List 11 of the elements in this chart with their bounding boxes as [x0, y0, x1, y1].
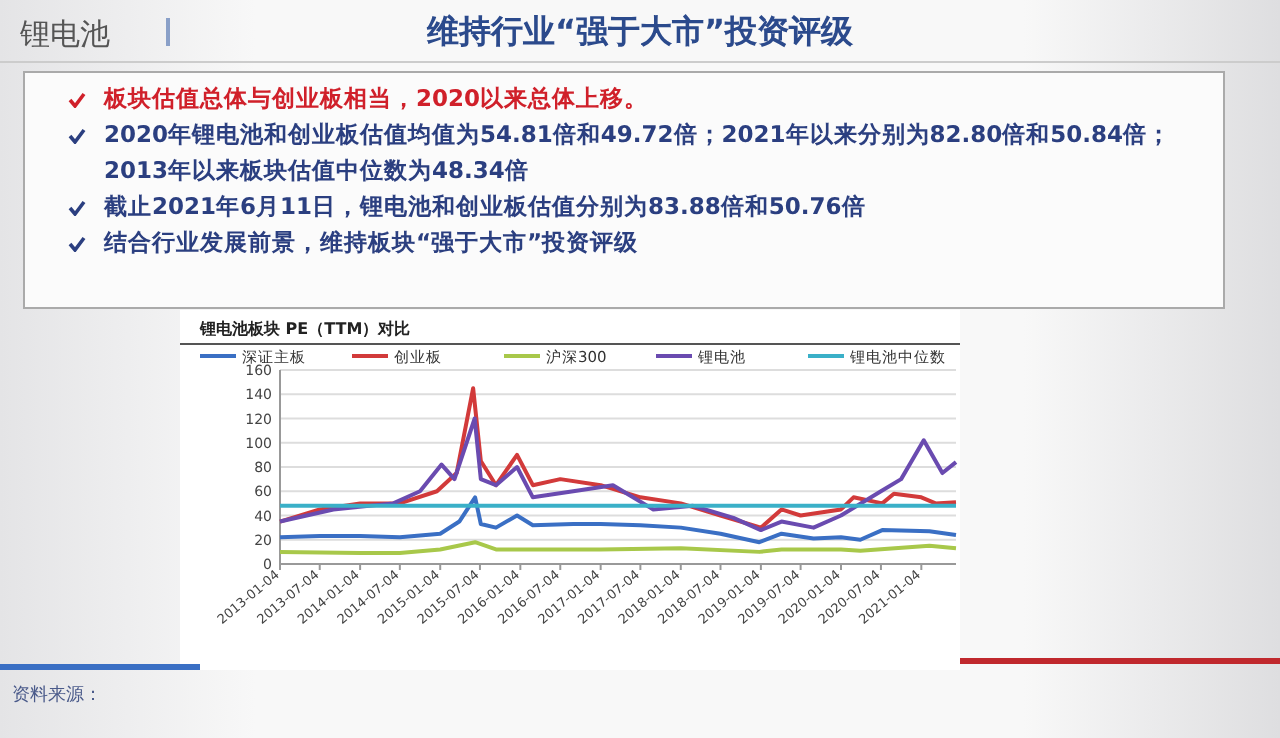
line-series	[278, 495, 958, 545]
text: 板块估值总体与创业板相当，2020以来总体上移。	[104, 84, 649, 112]
text: 截止2021年6月11日，锂电池和创业板估值分别为83.88倍和50.76倍	[104, 192, 866, 220]
chart-subtitle: 锂电池板块 PE（TTM）对比	[198, 320, 411, 338]
text: 2020年锂电池和创业板估值均值为54.81倍和49.72倍；2021年以来分别为82.80倍和50.84倍；2013年以来板块估值中位数为48.34倍	[104, 120, 1172, 184]
text: 资料来源：	[12, 684, 102, 706]
text: 锂电池	[18, 16, 110, 52]
chart-title: 维持行业“强于大市”投资评级	[424, 12, 856, 50]
text: 结合行业发展前景，维持板块“强于大市”投资评级	[104, 228, 639, 256]
line-series	[278, 416, 958, 533]
line-series	[278, 386, 958, 530]
